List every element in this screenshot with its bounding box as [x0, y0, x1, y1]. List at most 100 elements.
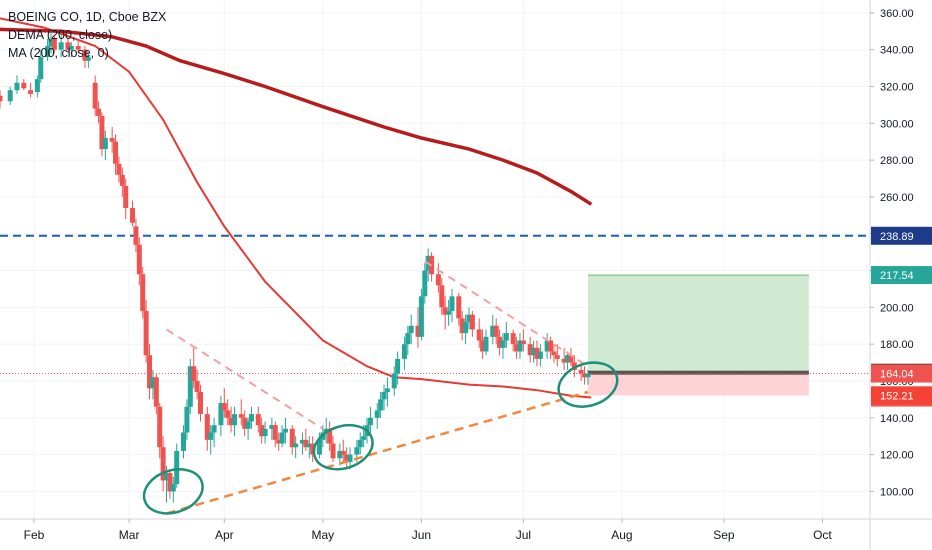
candle-body	[401, 344, 407, 359]
candle-body	[160, 447, 166, 481]
candle-body	[99, 115, 105, 150]
candle-body	[354, 447, 360, 455]
candle-body	[476, 329, 482, 341]
candle-body	[157, 406, 163, 448]
candle-body	[174, 450, 180, 485]
candle-body	[238, 414, 244, 418]
time-tick-label: Aug	[611, 528, 632, 542]
candle-body	[242, 417, 248, 429]
candle-body	[571, 362, 577, 370]
candle-body	[85, 57, 91, 61]
candle-body	[497, 336, 503, 348]
candle-body	[102, 138, 108, 150]
candle-body	[299, 439, 305, 444]
candle-body	[531, 347, 537, 356]
candle-body	[340, 450, 346, 455]
candle-body	[565, 355, 571, 363]
candle-body	[262, 428, 268, 437]
wedge-upper-line	[424, 260, 589, 368]
candle-body	[306, 443, 312, 448]
support-trendline	[166, 390, 589, 515]
drawings[interactable]	[138, 260, 623, 520]
candle-body	[310, 443, 316, 455]
resistance-tag-bg	[871, 226, 932, 245]
time-tick-label: Oct	[813, 528, 832, 542]
candle-body	[527, 344, 533, 356]
candle-body	[422, 270, 428, 297]
candle-body	[517, 340, 523, 352]
candle-body	[347, 454, 353, 462]
grid-lines	[0, 0, 870, 519]
candle-body	[48, 38, 54, 47]
price-axis[interactable]: 100.00120.00140.00160.00180.00200.00220.…	[870, 8, 914, 499]
candle-body	[316, 439, 322, 455]
candle-body	[58, 42, 64, 50]
candle-body	[534, 347, 540, 359]
candle-body	[113, 141, 119, 164]
time-tick-label: Feb	[24, 528, 45, 542]
symbol-title[interactable]: BOEING CO, 1D, Cboe BZX	[8, 10, 167, 24]
candle-body	[38, 57, 44, 80]
candle-body	[561, 358, 567, 363]
candle-body	[181, 432, 187, 451]
dema-legend[interactable]: DEMA (200, close)	[8, 28, 113, 42]
price-tick-label: 280.00	[880, 155, 914, 167]
candle-body	[225, 410, 231, 418]
position-zones[interactable]	[587, 274, 809, 396]
resistance-tag-label: 238.89	[880, 231, 914, 243]
candle-body	[68, 46, 74, 50]
ma-line	[0, 17, 592, 399]
candle-body	[198, 392, 204, 415]
candle-body	[303, 439, 309, 448]
candle-body	[391, 373, 397, 389]
candle-body	[34, 79, 40, 93]
candle-body	[245, 421, 251, 429]
target-zone	[587, 275, 809, 373]
candle-body	[442, 307, 448, 315]
target-tag-label: 217.54	[880, 270, 914, 282]
candle-body	[384, 388, 390, 393]
candle-body	[289, 428, 295, 448]
time-axis[interactable]: Feb Mar Apr May Jun Jul Aug Sep Oct	[24, 519, 833, 542]
candle-body	[439, 285, 445, 308]
price-tick-label: 340.00	[880, 45, 914, 57]
price-tick-label: 140.00	[880, 413, 914, 425]
stop-tag-label: 152.21	[880, 390, 914, 402]
candle-body	[123, 185, 129, 208]
candle-body	[255, 414, 261, 426]
candle-body	[0, 95, 3, 102]
candle-body	[51, 38, 57, 50]
candle-body	[150, 377, 156, 389]
candle-body	[490, 325, 496, 337]
candle-body	[483, 336, 489, 352]
candle-body	[330, 443, 336, 459]
candle-body	[551, 351, 557, 356]
candle-body	[92, 82, 98, 109]
ma-legend[interactable]: MA (200, close, 0)	[8, 46, 109, 60]
candle-body	[279, 432, 285, 444]
candle-body	[514, 344, 520, 352]
candle-body	[65, 42, 71, 50]
candle-body	[405, 333, 411, 345]
time-tick-label: Mar	[119, 528, 140, 542]
candle-body	[170, 484, 176, 492]
candle-body	[415, 325, 421, 337]
candle-body	[282, 428, 288, 433]
candle-body	[367, 417, 373, 426]
candle-body	[153, 377, 159, 407]
candle-body	[28, 90, 34, 94]
candle-body	[503, 333, 509, 341]
price-tick-label: 100.00	[880, 486, 914, 498]
last-price-tag-bg	[871, 364, 932, 383]
candle-body	[82, 49, 88, 61]
candle-body	[109, 138, 115, 142]
candle-body	[14, 82, 20, 91]
candle-body	[221, 403, 227, 411]
candle-body	[116, 163, 122, 175]
candle-body	[21, 82, 27, 89]
candle-body	[361, 436, 367, 440]
highlight-circle	[142, 468, 204, 515]
candle-body	[548, 340, 554, 352]
